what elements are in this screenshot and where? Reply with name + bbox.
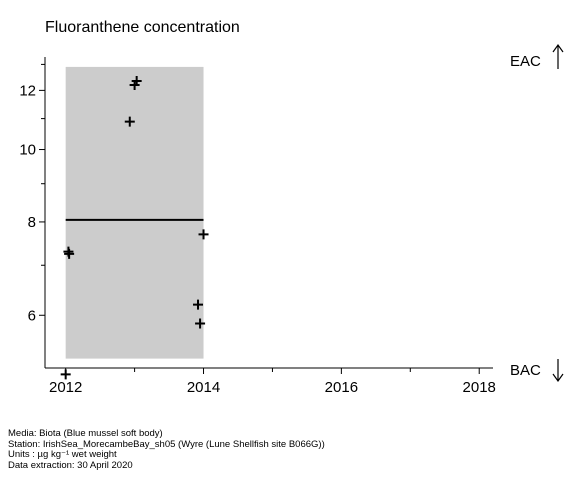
y-tick-label: 12 (19, 82, 36, 99)
eac-label: EAC (510, 53, 541, 70)
data-point (64, 248, 75, 259)
data-point (198, 229, 209, 240)
y-tick-label: 10 (19, 142, 36, 159)
bac-label: BAC (510, 362, 541, 379)
media-text: Media: Biota (Blue mussel soft body) (8, 428, 163, 439)
y-tick-label: 6 (28, 307, 36, 324)
extraction-text: Data extraction: 30 April 2020 (8, 459, 133, 471)
data-point (60, 369, 71, 380)
bac-down-arrow-icon (552, 359, 564, 383)
eac-up-arrow-icon (552, 43, 564, 69)
data-point (124, 116, 135, 127)
y-tick-label: 8 (28, 214, 36, 231)
x-tick-label: 2018 (463, 379, 496, 396)
data-point (195, 318, 206, 329)
chart-title: Fluoranthene concentration (45, 19, 240, 36)
x-tick-label: 2012 (49, 379, 82, 396)
data-point (193, 299, 204, 310)
units-text: Units : µg kg⁻¹ wet weight (8, 449, 117, 461)
confidence-band (65, 66, 204, 359)
x-tick-label: 2014 (187, 379, 220, 396)
data-point (131, 76, 142, 87)
station-text: Station: IrishSea_MorecambeBay_sh05 (Wyr… (8, 438, 325, 450)
x-tick-label: 2016 (325, 379, 358, 396)
metadata-block: Media: Biota (Blue mussel soft body) Sta… (8, 428, 325, 471)
